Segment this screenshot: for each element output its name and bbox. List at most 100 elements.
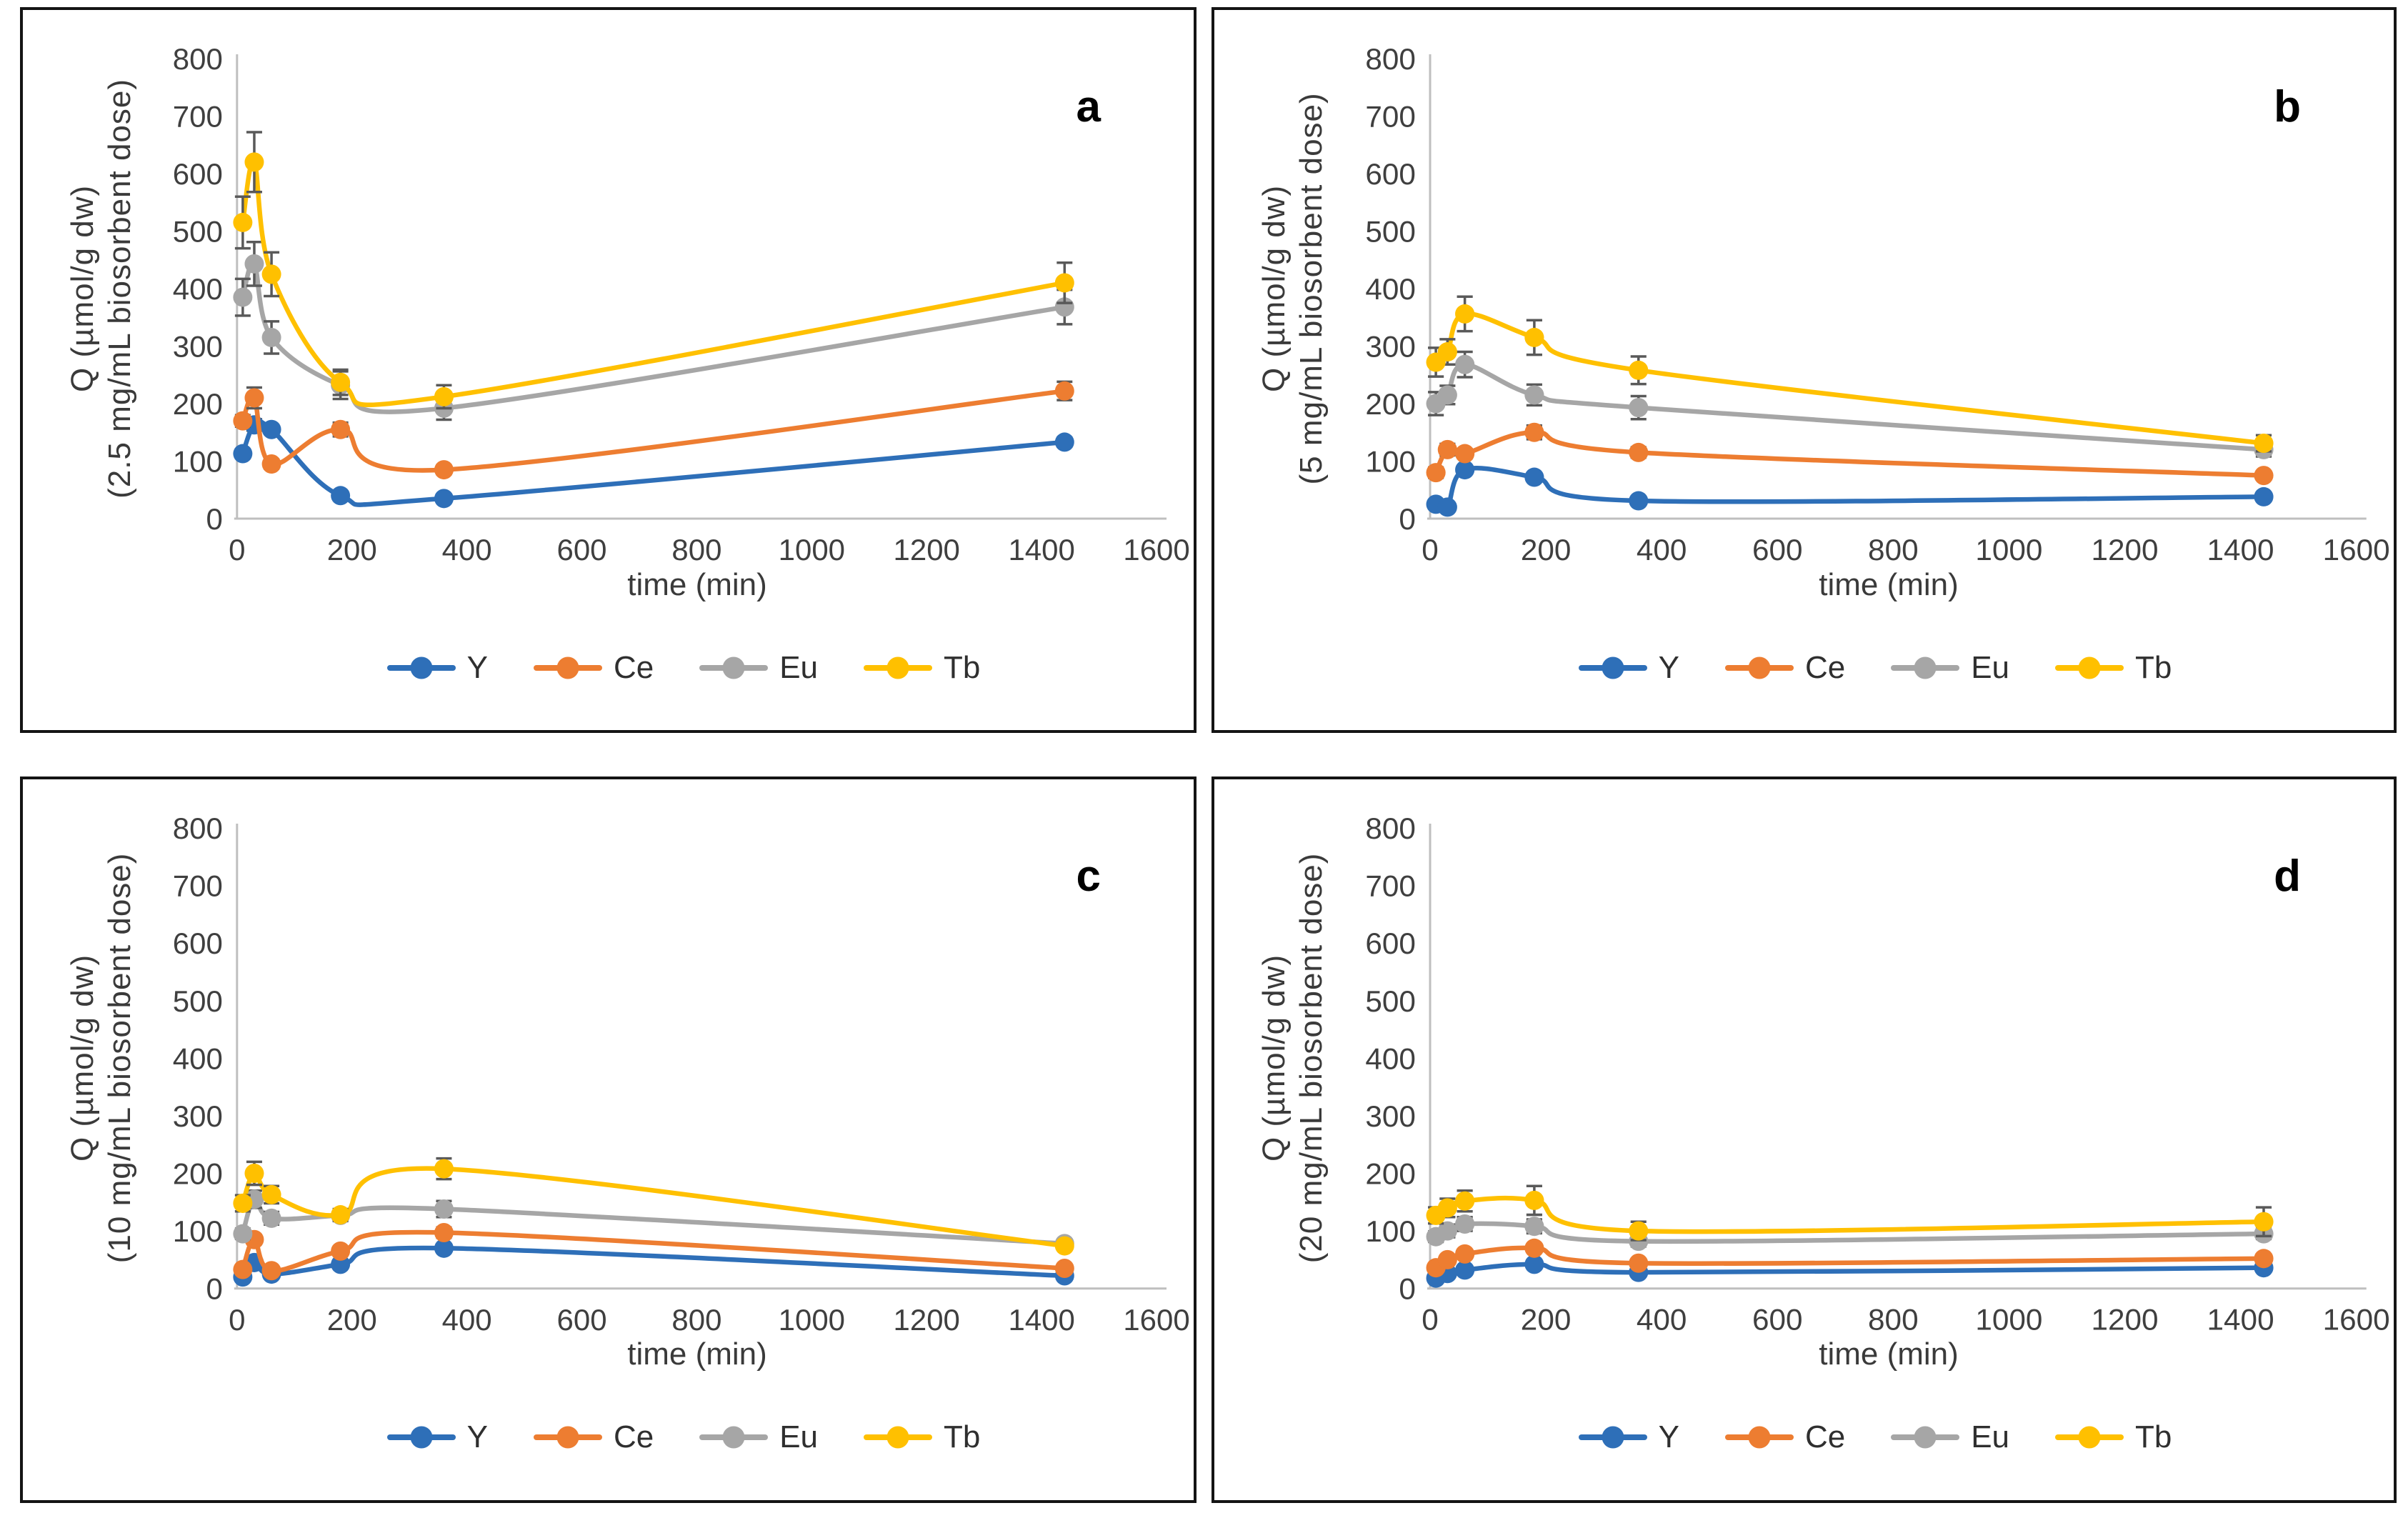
data-point — [331, 419, 351, 439]
y-axis-ticks: 0 100 200 300 400 500 600 700 800 — [1365, 812, 1416, 1306]
data-point — [1629, 491, 1649, 511]
chart-a: 0 100 200 300 400 500 600 700 800 0 200 400 600 800 10… — [173, 42, 1190, 566]
x-tick-label: 1000 — [1975, 533, 2042, 566]
x-tick-label: 1400 — [1008, 533, 1074, 566]
data-point — [244, 254, 264, 274]
y-axis-ticks: 0 100 200 300 400 500 600 700 800 — [173, 812, 223, 1306]
data-point — [233, 1193, 253, 1213]
data-point — [1455, 1191, 1475, 1211]
legend-label: Ce — [613, 1419, 654, 1454]
data-point — [1455, 304, 1475, 324]
legend-label: Eu — [1971, 650, 2010, 685]
data-point — [1455, 1214, 1475, 1234]
legend-marker-Ce — [1724, 656, 1794, 679]
data-point — [1437, 385, 1457, 405]
data-point — [1054, 1236, 1074, 1256]
legend-marker-Tb — [864, 1426, 933, 1449]
series-Tb-error-bars — [234, 131, 1073, 410]
x-tick-label: 1000 — [779, 1303, 845, 1337]
legend-dot-icon — [410, 656, 433, 679]
x-tick-label: 1200 — [894, 533, 960, 566]
y-tick-label: 100 — [173, 444, 223, 478]
y-axis-title: Q (µmol/g dw) (2.5 mg/mL biosorbent dose… — [64, 0, 139, 581]
y-tick-label: 400 — [173, 272, 223, 306]
data-point — [1629, 1253, 1649, 1273]
x-tick-label: 1200 — [2091, 533, 2158, 566]
legend-label: Ce — [1804, 650, 1846, 685]
series-Y — [233, 415, 1074, 509]
data-point — [244, 1164, 264, 1184]
series-Eu-error-bars — [234, 241, 1073, 421]
data-point — [434, 489, 454, 509]
legend-dot-icon — [2078, 656, 2101, 679]
data-point — [261, 454, 281, 474]
x-tick-label: 1000 — [1975, 1303, 2042, 1337]
legend-dot-icon — [1748, 1426, 1771, 1449]
data-point — [233, 444, 253, 464]
y-tick-label: 500 — [173, 984, 223, 1018]
legend-item-Tb: Tb — [864, 1419, 980, 1455]
legend-item-Y: Y — [1578, 1419, 1679, 1455]
x-tick-label: 1400 — [2207, 533, 2274, 566]
data-point — [1455, 1244, 1475, 1264]
data-point — [1054, 273, 1074, 293]
data-point — [1455, 1260, 1475, 1280]
panel-letter: a — [1076, 82, 1101, 131]
x-tick-label: 0 — [229, 1303, 245, 1337]
series-Eu-curve — [1433, 362, 2267, 452]
data-point — [2254, 466, 2274, 486]
y-tick-label: 400 — [1365, 272, 1416, 306]
legend-marker-Ce — [1724, 1426, 1794, 1449]
y-axis-title-line2: (20 mg/mL biosorbent dose) — [1294, 852, 1329, 1264]
legend-label: Ce — [613, 650, 654, 685]
legend-dot-icon — [410, 1426, 433, 1449]
axes — [1427, 824, 2367, 1290]
data-point — [244, 152, 264, 172]
legend-dot-icon — [1602, 656, 1624, 679]
x-tick-label: 0 — [1422, 533, 1439, 566]
data-point — [1629, 1221, 1649, 1241]
legend-label: Eu — [1971, 1419, 2010, 1454]
x-tick-label: 0 — [1422, 1303, 1439, 1337]
y-axis-title-line1: Q (µmol/g dw) — [1257, 954, 1292, 1162]
data-point — [1524, 1238, 1544, 1258]
data-point — [233, 212, 253, 232]
data-point — [2254, 1212, 2274, 1232]
series-Eu-curve — [240, 261, 1067, 414]
data-point — [1524, 1217, 1544, 1237]
data-point — [1437, 342, 1457, 362]
x-axis-title: time (min) — [1819, 1337, 1959, 1372]
data-point — [1054, 1258, 1074, 1279]
legend: Y Ce Eu Tb — [209, 650, 1159, 686]
y-axis-title-line1: Q (µmol/g dw) — [65, 954, 101, 1162]
legend-label: Y — [1658, 1419, 1679, 1454]
data-point — [1524, 1190, 1544, 1210]
x-tick-label: 600 — [557, 533, 607, 566]
legend-dot-icon — [722, 1426, 745, 1449]
y-axis-title-line2: (10 mg/mL biosorbent dose) — [102, 852, 137, 1264]
x-axis-ticks: 0 200 400 600 800 1000 1200 1400 1600 — [1422, 1303, 2389, 1337]
x-tick-label: 400 — [1637, 1303, 1687, 1337]
legend-label: Eu — [779, 1419, 819, 1454]
x-tick-label: 1400 — [1008, 1303, 1074, 1337]
legend-dot-icon — [556, 1426, 579, 1449]
y-tick-label: 600 — [1365, 157, 1416, 191]
y-tick-label: 200 — [1365, 1157, 1416, 1191]
data-point — [1437, 497, 1457, 517]
y-axis-title-line1: Q (µmol/g dw) — [1257, 184, 1292, 392]
series-Ce-curve — [1433, 430, 2267, 478]
legend-dot-icon — [1914, 656, 1937, 679]
panel-letter: d — [2274, 852, 2301, 901]
legend-item-Tb: Tb — [2055, 650, 2172, 686]
axes — [234, 824, 1167, 1290]
data-point — [1524, 422, 1544, 442]
data-point — [261, 1261, 281, 1281]
x-axis-title: time (min) — [627, 1337, 767, 1372]
series-Tb-curve — [1433, 1195, 2267, 1234]
panel-a: 0 100 200 300 400 500 600 700 800 0 200 400 600 800 10… — [20, 7, 1196, 733]
x-tick-label: 400 — [442, 533, 492, 566]
y-tick-label: 300 — [1365, 1099, 1416, 1133]
data-point — [331, 1205, 351, 1225]
y-tick-label: 300 — [1365, 330, 1416, 364]
legend-dot-icon — [1748, 656, 1771, 679]
